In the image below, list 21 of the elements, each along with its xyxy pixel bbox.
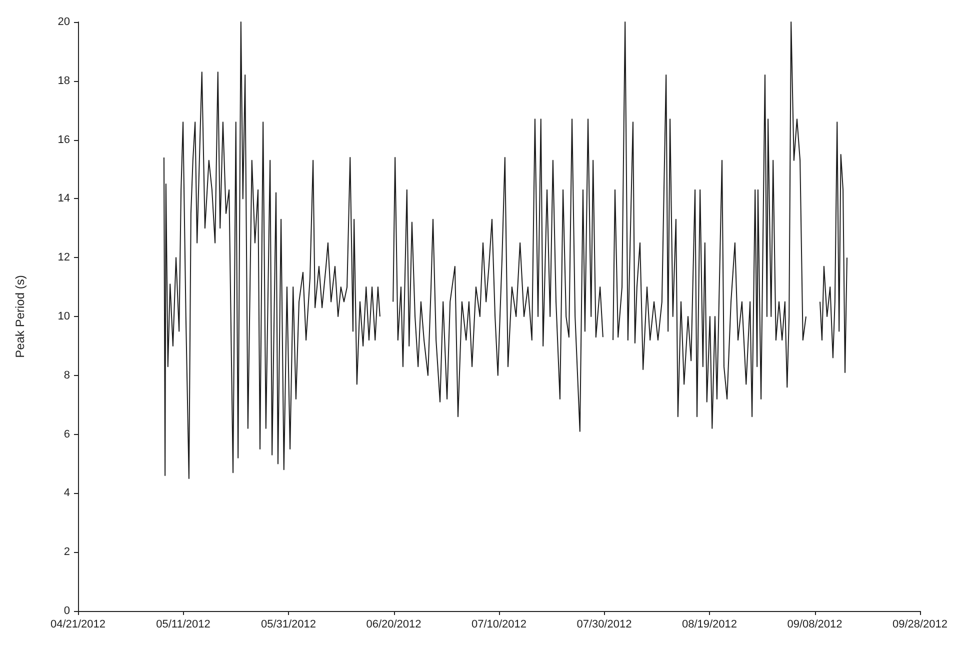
y-tick-label: 4 [64,487,70,500]
y-axis-title: Peak Period (s) [13,275,27,358]
x-tick-label: 04/21/2012 [50,618,106,630]
y-tick-label: 16 [58,134,70,146]
x-tick-label: 08/19/2012 [682,618,738,630]
y-tick-label: 2 [64,546,70,558]
x-tick-label: 07/10/2012 [471,618,527,630]
y-tick-label: 14 [58,192,70,205]
x-tick-label: 07/30/2012 [576,618,632,630]
y-tick-label: 20 [58,16,70,28]
x-tick-label: 05/11/2012 [156,618,210,630]
y-tick-label: 12 [58,252,70,264]
y-tick-label: 6 [64,428,70,440]
y-tick-label: 0 [64,605,70,617]
x-tick-label: 05/31/2012 [260,618,316,630]
y-tick-label: 18 [58,74,70,87]
x-tick-label: 06/20/2012 [366,618,422,630]
x-tick-label: 09/28/2012 [892,618,948,630]
y-tick-label: 10 [58,310,70,322]
y-tick-label: 8 [64,369,70,382]
x-tick-label: 09/08/2012 [787,618,842,630]
